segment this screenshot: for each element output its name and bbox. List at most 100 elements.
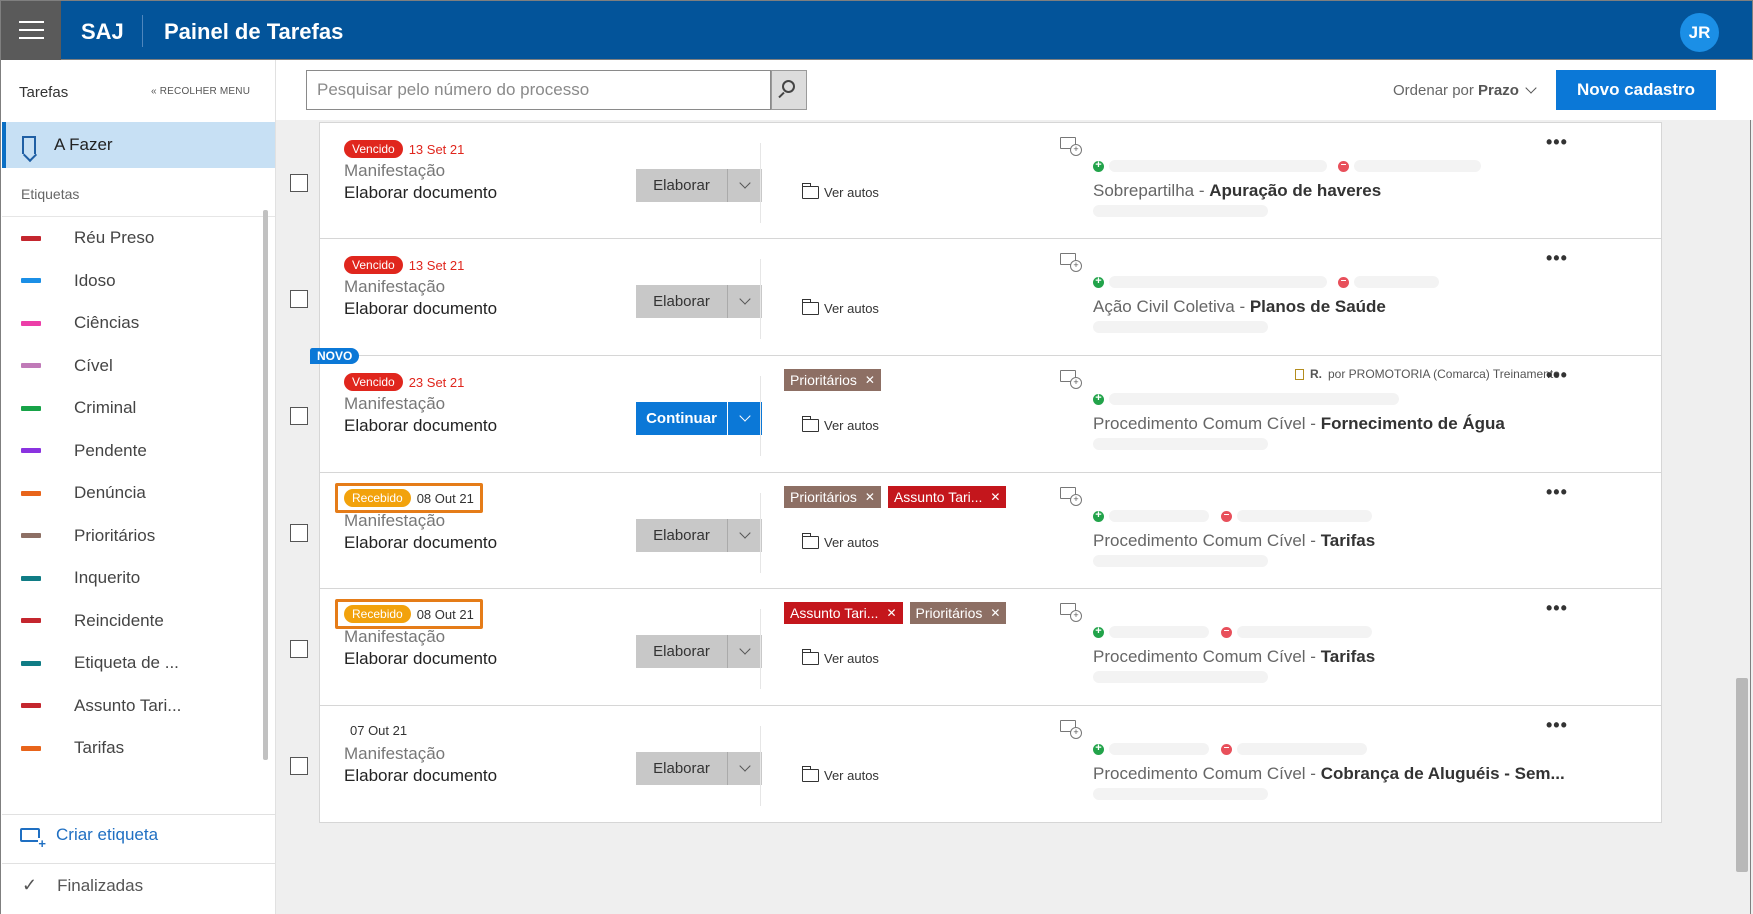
add-tag-icon[interactable] [1060, 137, 1082, 156]
task-checkbox[interactable] [290, 174, 308, 192]
task-main-button[interactable]: Elaborar [636, 519, 727, 552]
task-main-button[interactable]: Elaborar [636, 752, 727, 785]
sidebar-tag-item[interactable]: Prioritários [1, 516, 263, 556]
task-main-button[interactable]: Elaborar [636, 285, 727, 318]
tags-section-label: Etiquetas [21, 186, 80, 202]
sidebar-item-a-fazer[interactable]: A Fazer [2, 122, 275, 168]
chevron-down-icon[interactable] [727, 519, 762, 552]
close-icon[interactable]: ✕ [990, 490, 1001, 504]
task-card[interactable]: Recebido 08 Out 21 Manifestação Elaborar do… [290, 588, 1662, 706]
more-options-icon[interactable]: ••• [1546, 365, 1568, 385]
task-card[interactable]: NOVO Vencido 23 Set 21 Manifestação Elaborar… [290, 348, 1662, 473]
task-card[interactable]: 07 Out 21 Manifestação Elaborar documento E… [290, 705, 1662, 823]
search-input[interactable] [307, 71, 770, 109]
task-checkbox[interactable] [290, 640, 308, 658]
task-main-button[interactable]: Elaborar [636, 635, 727, 668]
close-icon[interactable]: ✕ [864, 373, 875, 387]
add-tag-icon[interactable] [1060, 370, 1082, 389]
task-status: Vencido 13 Set 21 [344, 140, 464, 158]
close-icon[interactable]: ✕ [864, 490, 875, 504]
close-icon[interactable]: ✕ [886, 606, 897, 620]
view-records-link[interactable]: Ver autos [801, 766, 879, 783]
view-records-link[interactable]: Ver autos [801, 649, 879, 666]
task-status: Vencido 23 Set 21 [344, 373, 464, 391]
sidebar-tag-item[interactable]: Cível [1, 346, 263, 386]
chevron-down-icon[interactable] [727, 285, 762, 318]
sidebar-tag-item[interactable]: Denúncia [1, 473, 263, 513]
task-origin: R. por PROMOTORIA (Comarca) Treinamento [1295, 367, 1560, 381]
plus-icon [1093, 159, 1104, 172]
add-tag-icon[interactable] [1060, 487, 1082, 506]
divider [760, 726, 761, 806]
folder-icon [801, 649, 819, 665]
task-tag[interactable]: Prioritários ✕ [909, 602, 1007, 624]
sidebar-tag-item[interactable]: Pendente [1, 431, 263, 471]
more-options-icon[interactable]: ••• [1546, 715, 1568, 735]
task-tag[interactable]: Assunto Tari... ✕ [887, 486, 1007, 508]
tag-label: Criminal [74, 398, 137, 417]
sidebar-scrollbar[interactable] [263, 210, 268, 760]
search-field[interactable] [306, 70, 771, 110]
sidebar-tag-item[interactable]: Inquerito [1, 558, 263, 598]
status-badge: Vencido [344, 373, 403, 391]
add-tag-icon[interactable] [1060, 720, 1082, 739]
chevron-down-icon[interactable] [727, 169, 762, 202]
sidebar-tag-item[interactable]: Idoso [1, 261, 263, 301]
sidebar-tag-item[interactable]: Criminal [1, 388, 263, 428]
more-options-icon[interactable]: ••• [1546, 598, 1568, 618]
view-records-link[interactable]: Ver autos [801, 416, 879, 433]
main-scrollbar-thumb[interactable] [1736, 678, 1748, 872]
process-class[interactable]: Procedimento Comum Cível - Cobrança de A… [1093, 764, 1565, 783]
tag-label: Tarifas [74, 738, 125, 757]
process-class[interactable]: Ação Civil Coletiva - Planos de Saúde [1093, 297, 1386, 316]
sidebar-item-finalizadas[interactable]: ✓ Finalizadas [22, 875, 143, 896]
task-tag[interactable]: Prioritários ✕ [784, 486, 881, 508]
process-class[interactable]: Procedimento Comum Cível - Fornecimento … [1093, 414, 1505, 433]
add-tag-icon[interactable] [1060, 603, 1082, 622]
task-tag[interactable]: Assunto Tari... ✕ [784, 602, 903, 624]
task-checkbox[interactable] [290, 524, 308, 542]
sidebar-tag-item[interactable]: Etiqueta de ... [1, 643, 263, 683]
task-checkbox[interactable] [290, 290, 308, 308]
view-records-link[interactable]: Ver autos [801, 183, 879, 200]
process-class[interactable]: Sobrepartilha - Apuração de haveres [1093, 181, 1382, 200]
sidebar-tag-item[interactable]: Réu Preso [1, 218, 263, 258]
tag-color-swatch [21, 448, 41, 453]
sidebar-tag-item[interactable]: Assunto Tari... [1, 686, 263, 726]
process-class[interactable]: Procedimento Comum Cível - Tarifas [1093, 531, 1376, 550]
create-tag-button[interactable]: Criar etiqueta [20, 825, 158, 850]
new-record-button[interactable]: Novo cadastro [1556, 70, 1716, 110]
avatar[interactable]: JR [1680, 13, 1719, 52]
task-checkbox[interactable] [290, 407, 308, 425]
task-tag[interactable]: Prioritários ✕ [784, 369, 881, 391]
more-options-icon[interactable]: ••• [1546, 132, 1568, 152]
sidebar-tag-item[interactable]: Ciências [1, 303, 263, 343]
task-checkbox[interactable] [290, 757, 308, 775]
search-button[interactable] [771, 70, 807, 110]
chevron-down-icon[interactable] [727, 752, 762, 785]
more-options-icon[interactable]: ••• [1546, 482, 1568, 502]
process-class[interactable]: Procedimento Comum Cível - Tarifas [1093, 647, 1376, 666]
chevron-down-icon[interactable] [727, 635, 762, 668]
close-icon[interactable]: ✕ [990, 606, 1001, 620]
sidebar-tag-item[interactable]: Reincidente [1, 601, 263, 641]
more-options-icon[interactable]: ••• [1546, 248, 1568, 268]
task-main-button[interactable]: Elaborar [636, 169, 727, 202]
add-tag-icon[interactable] [1060, 253, 1082, 272]
brand-logo[interactable]: SAJ [81, 19, 124, 44]
task-card[interactable]: Vencido 13 Set 21 Manifestação Elaborar doc… [290, 122, 1662, 240]
order-dropdown[interactable]: Ordenar por Prazo [1393, 82, 1537, 99]
process-class-name: Procedimento Comum Cível [1093, 647, 1306, 666]
chevron-down-icon[interactable] [727, 402, 762, 435]
redacted-process-number [1093, 788, 1268, 800]
collapse-menu-button[interactable]: « RECOLHER MENU [151, 86, 251, 97]
menu-icon[interactable] [1, 1, 61, 60]
task-card[interactable]: Vencido 13 Set 21 Manifestação Elaborar doc… [290, 238, 1662, 356]
tag-color-swatch [21, 235, 41, 241]
task-card[interactable]: Recebido 08 Out 21 Manifestação Elaborar do… [290, 472, 1662, 590]
task-tags: Prioritários ✕ [784, 369, 888, 391]
task-main-button[interactable]: Continuar [636, 402, 727, 435]
view-records-link[interactable]: Ver autos [801, 533, 879, 550]
sidebar-tag-item[interactable]: Tarifas [1, 728, 263, 768]
view-records-link[interactable]: Ver autos [801, 299, 879, 316]
